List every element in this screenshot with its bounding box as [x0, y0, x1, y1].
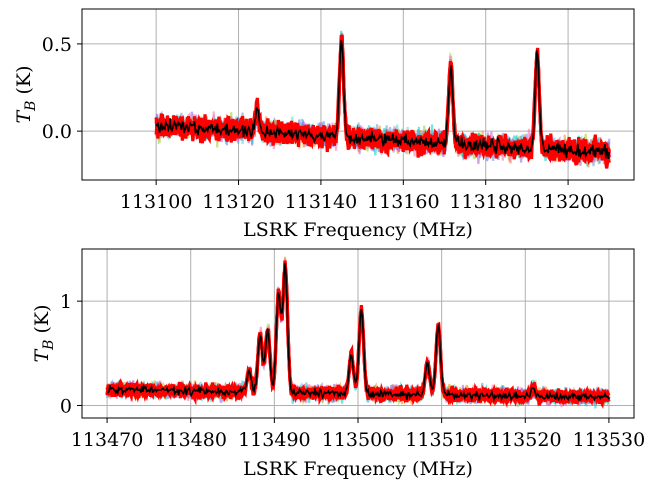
- x-tick-label: 113140: [285, 191, 358, 213]
- x-tick-label: 113490: [238, 429, 311, 451]
- x-axis-label: LSRK Frequency (MHz): [243, 219, 473, 241]
- x-tick-label: 113100: [120, 191, 193, 213]
- y-axis-label: TB (K): [13, 65, 39, 123]
- plot-area: [105, 256, 611, 410]
- chart-panel-2: 113470 113480 113490 113500 113510 113520 1135…: [31, 248, 646, 480]
- x-tick-label: 113500: [322, 429, 395, 451]
- x-tick-label: 113200: [532, 191, 605, 213]
- x-axis-label: LSRK Frequency (MHz): [243, 458, 473, 480]
- y-tick-label: 1: [60, 291, 72, 313]
- x-tick-label: 113530: [573, 429, 646, 451]
- y-tick-label: 0.0: [42, 121, 72, 143]
- x-tick-label: 113180: [449, 191, 522, 213]
- axes-frame: [81, 8, 635, 181]
- y-tick-label: 0: [60, 395, 72, 417]
- x-tick-label: 113520: [489, 429, 562, 451]
- y-axis-label: TB (K): [31, 304, 57, 362]
- x-tick-label: 113120: [202, 191, 275, 213]
- x-tick-label: 113470: [71, 429, 144, 451]
- plot-area: [154, 30, 611, 169]
- x-tick-label: 113480: [154, 429, 227, 451]
- mean-spectrum-line: [107, 263, 610, 403]
- mean-spectrum-line: [155, 39, 611, 160]
- chart-panel-1: 113100 113120 113140 113160 113180 113200 0.0 0…: [13, 8, 635, 241]
- y-tick-label: 0.5: [42, 34, 72, 56]
- x-tick-label: 113510: [405, 429, 478, 451]
- x-tick-label: 113160: [367, 191, 440, 213]
